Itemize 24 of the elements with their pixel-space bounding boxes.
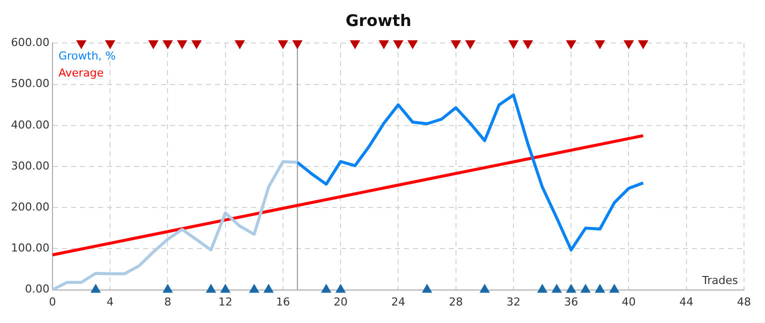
x-tick-label: 8: [164, 295, 172, 308]
y-tick-label: 300.00: [10, 159, 50, 172]
chart-title: Growth: [346, 10, 412, 30]
x-tick-label: 48: [737, 295, 751, 308]
text: Growth, %: [58, 50, 116, 63]
x-tick-label: 4: [106, 295, 114, 308]
x-tick-label: 44: [679, 295, 694, 308]
y-tick-label: 400.00: [10, 118, 50, 132]
x-tick-label: 32: [506, 295, 520, 308]
y-tick-label: 100.00: [10, 242, 50, 255]
x-tick-label: 36: [564, 295, 578, 308]
y-tick-label: 600.00: [10, 36, 50, 50]
x-tick-label: 28: [448, 295, 463, 308]
x-tick-label: 40: [622, 295, 636, 308]
x-tick-label: 20: [334, 295, 348, 308]
y-tick-label: 200.00: [10, 200, 50, 214]
x-tick-label: 24: [391, 295, 406, 308]
x-axis-title: Trades: [701, 274, 738, 288]
x-tick-label: 0: [48, 295, 56, 308]
x-tick-label: 16: [276, 295, 290, 308]
text: Average: [58, 66, 104, 80]
x-tick-label: 12: [218, 295, 232, 308]
y-tick-label: 0.00: [24, 282, 50, 296]
y-tick-label: 500.00: [10, 77, 50, 90]
